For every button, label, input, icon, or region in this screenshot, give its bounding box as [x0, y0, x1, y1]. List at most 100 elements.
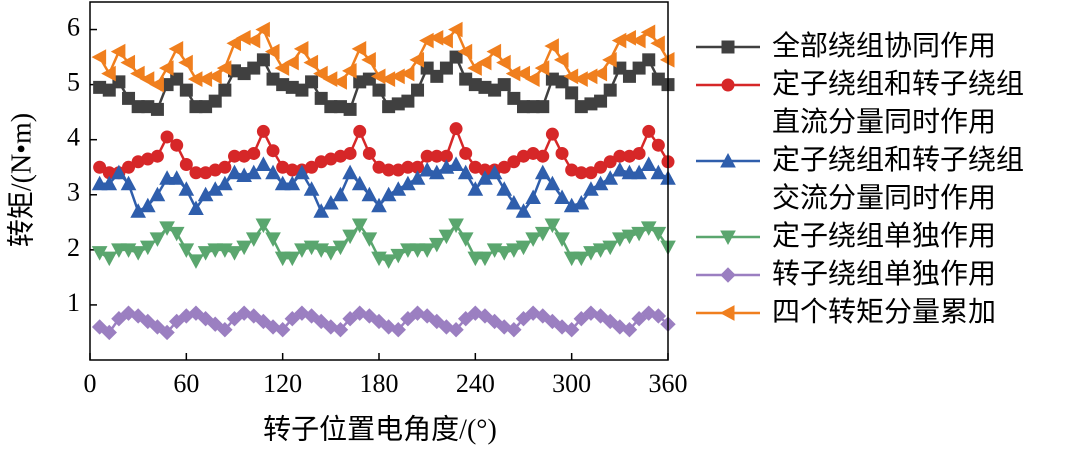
marker — [362, 146, 376, 160]
marker — [477, 308, 493, 324]
marker — [150, 102, 164, 116]
marker — [236, 240, 252, 256]
marker — [650, 226, 667, 242]
marker — [160, 130, 174, 144]
marker — [274, 251, 291, 267]
marker — [274, 175, 291, 191]
marker — [621, 29, 636, 46]
marker — [332, 74, 347, 90]
marker — [631, 226, 647, 242]
marker — [218, 83, 232, 97]
marker — [380, 254, 397, 269]
marker — [101, 324, 117, 341]
marker — [602, 51, 617, 68]
marker — [390, 68, 405, 85]
marker — [188, 254, 204, 269]
marker — [534, 164, 551, 180]
marker — [573, 251, 590, 267]
marker — [188, 200, 204, 216]
marker — [448, 21, 463, 38]
marker — [554, 189, 570, 205]
marker — [399, 65, 415, 82]
marker — [594, 94, 608, 108]
marker — [419, 161, 436, 177]
marker — [449, 122, 463, 136]
marker — [486, 313, 503, 330]
marker — [245, 232, 262, 247]
marker — [178, 181, 195, 196]
marker — [293, 40, 309, 57]
marker — [139, 197, 156, 213]
marker — [265, 164, 281, 180]
marker — [284, 175, 301, 191]
marker — [188, 305, 204, 321]
marker — [207, 68, 222, 85]
marker — [650, 164, 667, 180]
marker — [149, 232, 166, 247]
marker — [170, 138, 184, 152]
y-tick-label: 6 — [67, 13, 80, 42]
marker — [720, 267, 736, 283]
marker — [419, 243, 436, 258]
marker — [420, 61, 434, 75]
marker — [247, 61, 261, 75]
marker — [642, 124, 656, 138]
marker — [439, 61, 453, 75]
marker — [322, 246, 339, 261]
marker — [217, 322, 233, 338]
marker — [457, 43, 473, 60]
x-tick-label: 360 — [649, 369, 688, 398]
x-tick-label: 0 — [84, 369, 97, 398]
marker — [525, 71, 540, 87]
marker — [284, 54, 299, 71]
marker — [139, 71, 155, 87]
marker — [313, 203, 330, 218]
marker — [179, 157, 193, 171]
legend-label: 转子绕组单独作用 — [772, 259, 997, 290]
marker — [372, 83, 386, 97]
marker — [313, 313, 329, 330]
marker — [284, 251, 301, 267]
marker — [256, 53, 270, 67]
marker — [448, 218, 464, 234]
x-tick-label: 300 — [552, 369, 591, 398]
marker — [554, 232, 570, 247]
marker — [582, 68, 598, 85]
marker — [409, 243, 426, 258]
marker — [594, 160, 608, 174]
marker — [631, 164, 647, 180]
marker — [602, 170, 619, 185]
marker — [583, 246, 599, 261]
marker — [322, 71, 338, 87]
marker — [603, 83, 617, 97]
marker — [390, 322, 406, 338]
marker — [457, 164, 474, 180]
marker — [294, 164, 310, 180]
marker — [507, 91, 521, 105]
marker — [264, 43, 280, 60]
marker — [411, 83, 425, 97]
marker — [651, 138, 665, 152]
marker — [255, 156, 272, 171]
marker — [534, 60, 550, 76]
marker — [476, 54, 492, 71]
marker — [428, 29, 444, 46]
marker — [507, 155, 521, 169]
marker — [467, 60, 482, 76]
legend-label: 定子绕组单独作用 — [772, 221, 997, 252]
marker — [332, 186, 349, 202]
marker — [168, 170, 185, 185]
marker — [642, 53, 656, 67]
marker — [101, 251, 118, 267]
marker — [536, 149, 550, 163]
marker — [457, 310, 474, 327]
marker — [613, 61, 627, 75]
marker — [515, 203, 532, 218]
marker — [361, 186, 378, 202]
marker — [401, 94, 415, 108]
marker — [178, 54, 193, 71]
marker — [361, 232, 378, 247]
legend-label: 定子绕组和转子绕组交流分量同时作用 — [772, 145, 1025, 214]
marker — [573, 194, 590, 210]
